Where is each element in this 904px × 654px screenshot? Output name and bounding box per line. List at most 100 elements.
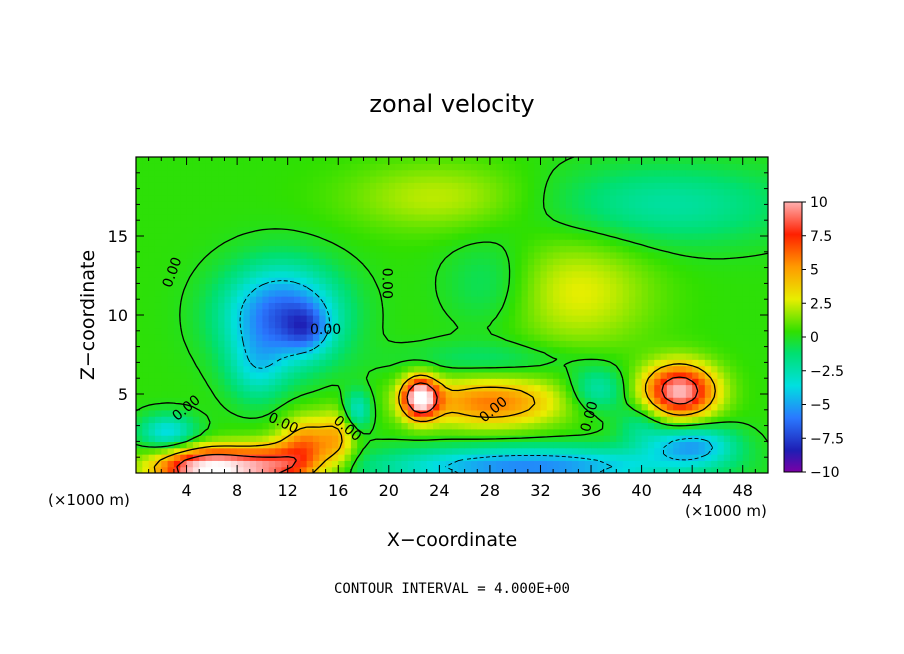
heatmap-cell — [628, 321, 636, 329]
heatmap-cell — [401, 365, 409, 373]
heatmap-cell — [433, 466, 440, 473]
heatmap-cell — [287, 245, 295, 253]
heatmap-cell — [376, 359, 384, 367]
heatmap-cell — [224, 182, 232, 190]
heatmap-cell — [591, 157, 598, 164]
heatmap-cell — [224, 245, 232, 253]
heatmap-cell — [294, 296, 301, 303]
heatmap-cell — [256, 220, 263, 228]
heatmap-cell — [711, 245, 719, 253]
heatmap-cell — [679, 194, 687, 202]
heatmap-cell — [161, 466, 169, 473]
heatmap-cell — [268, 194, 276, 202]
heatmap-cell — [553, 333, 561, 341]
heatmap-cell — [704, 397, 712, 405]
heatmap-cell — [628, 258, 636, 266]
heatmap-cell — [249, 447, 257, 455]
heatmap-cell — [268, 365, 276, 373]
heatmap-cell — [616, 397, 624, 405]
heatmap-cell — [628, 201, 636, 209]
heatmap-cell — [527, 346, 535, 354]
heatmap-cell — [496, 460, 504, 468]
heatmap-cell — [736, 302, 744, 310]
heatmap-cell — [464, 169, 472, 177]
heatmap-cell — [508, 441, 516, 449]
heatmap-cell — [433, 213, 440, 221]
heatmap-cell — [540, 321, 548, 329]
heatmap-cell — [401, 371, 409, 379]
heatmap-cell — [426, 346, 434, 354]
heatmap-cell — [224, 403, 232, 411]
heatmap-cell — [464, 194, 472, 202]
heatmap-cell — [458, 422, 466, 430]
heatmap-cell — [433, 321, 440, 329]
heatmap-cell — [407, 315, 415, 322]
heatmap-cell — [698, 232, 706, 240]
heatmap-cell — [319, 352, 327, 360]
heatmap-cell — [218, 352, 226, 360]
heatmap-cell — [723, 157, 731, 164]
heatmap-cell — [407, 194, 415, 202]
heatmap-cell — [338, 308, 346, 316]
heatmap-cell — [666, 175, 674, 183]
heatmap-cell — [483, 169, 491, 177]
heatmap-cell — [230, 378, 238, 386]
heatmap-cell — [742, 352, 750, 360]
heatmap-cell — [192, 289, 200, 297]
heatmap-cell — [452, 226, 459, 234]
heatmap-cell — [546, 194, 554, 202]
heatmap-cell — [736, 277, 744, 284]
heatmap-cell — [736, 163, 744, 171]
heatmap-cell — [527, 232, 535, 240]
heatmap-cell — [237, 296, 245, 303]
heatmap-cell — [477, 365, 485, 373]
heatmap-cell — [275, 296, 282, 303]
heatmap-cell — [262, 416, 270, 424]
heatmap-cell — [154, 283, 162, 291]
heatmap-cell — [698, 157, 706, 164]
heatmap-cell — [717, 251, 725, 259]
heatmap-cell — [167, 157, 175, 164]
heatmap-cell — [597, 232, 605, 240]
heatmap-cell — [761, 416, 768, 424]
heatmap-cell — [521, 264, 529, 272]
heatmap-cell — [685, 416, 693, 424]
heatmap-cell — [420, 245, 428, 253]
heatmap-cell — [742, 327, 750, 335]
heatmap-cell — [704, 403, 712, 411]
heatmap-cell — [464, 201, 472, 209]
heatmap-cell — [268, 207, 276, 215]
heatmap-cell — [395, 441, 403, 449]
heatmap-cell — [647, 283, 655, 291]
heatmap-cell — [338, 213, 346, 221]
heatmap-cell — [350, 352, 358, 360]
heatmap-cell — [192, 226, 200, 234]
heatmap-cell — [578, 365, 586, 373]
heatmap-cell — [325, 435, 333, 442]
heatmap-cell — [559, 188, 567, 196]
heatmap-cell — [591, 283, 598, 291]
heatmap-cell — [458, 270, 466, 278]
heatmap-cell — [610, 466, 617, 473]
heatmap-cell — [136, 397, 143, 405]
heatmap-cell — [300, 403, 308, 411]
heatmap-cell — [148, 194, 156, 202]
heatmap-cell — [704, 441, 712, 449]
heatmap-cell — [755, 346, 763, 354]
heatmap-cell — [565, 277, 573, 284]
heatmap-cell — [268, 277, 276, 284]
heatmap-cell — [350, 245, 358, 253]
heatmap-cell — [641, 169, 649, 177]
heatmap-cell — [148, 460, 156, 468]
heatmap-cell — [205, 289, 213, 297]
heatmap-cell — [515, 270, 523, 278]
heatmap-cell — [502, 169, 510, 177]
heatmap-cell — [736, 220, 744, 228]
heatmap-cell — [515, 378, 523, 386]
heatmap-cell — [433, 188, 440, 196]
heatmap-cell — [692, 289, 700, 297]
heatmap-cell — [527, 163, 535, 171]
heatmap-cell — [749, 270, 756, 278]
heatmap-cell — [679, 352, 687, 360]
heatmap-cell — [540, 454, 548, 461]
